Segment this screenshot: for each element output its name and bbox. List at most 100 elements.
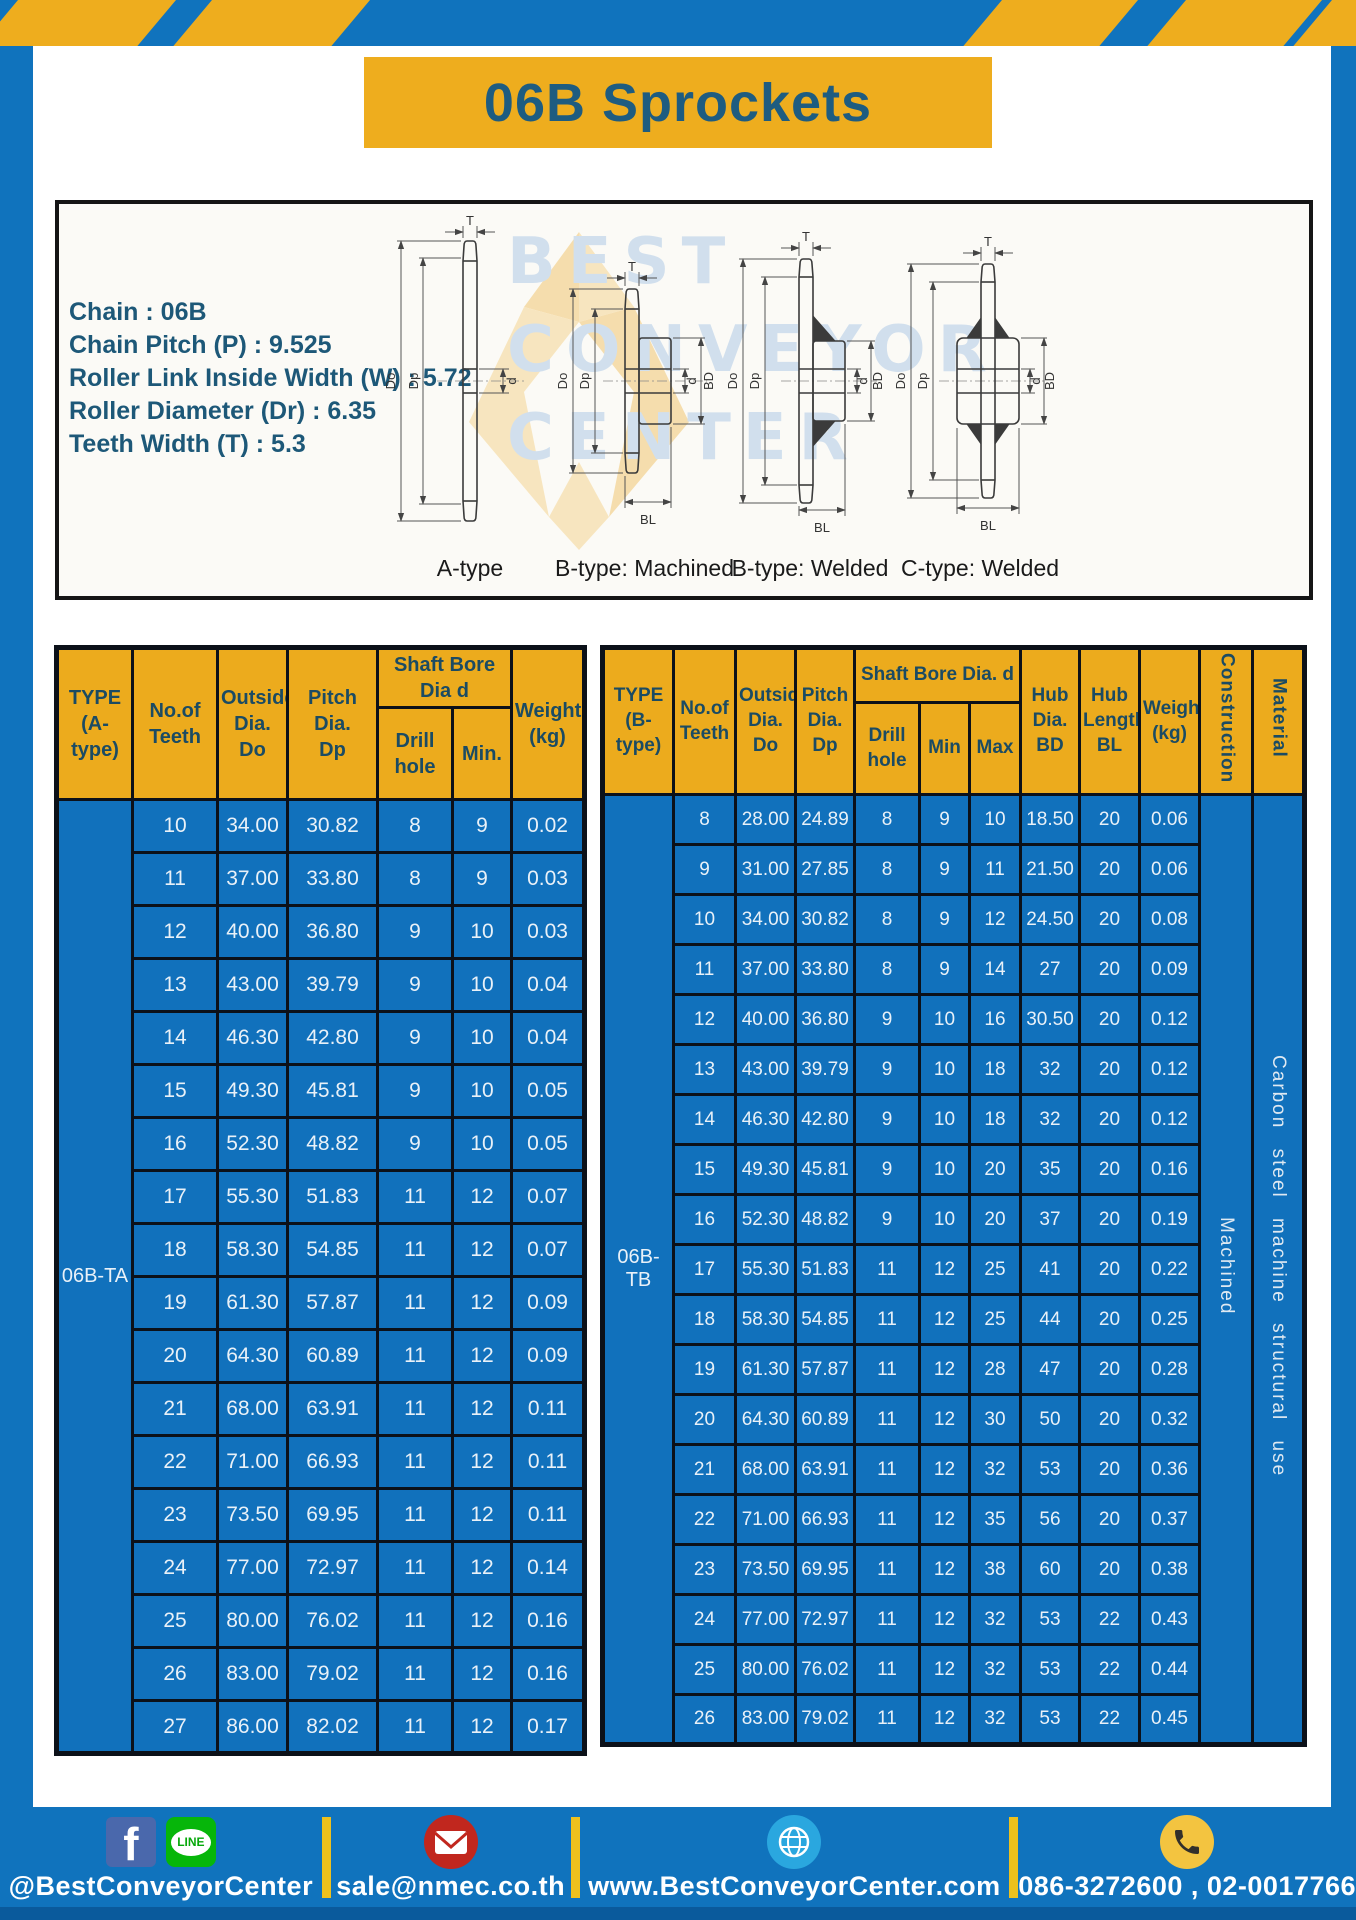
table-row: 26 83.00 79.02 11 12 0.16	[57, 1646, 587, 1702]
data-cell: 0.03	[510, 851, 587, 907]
data-cell: 0.14	[510, 1540, 587, 1596]
material-value-cell: Carbon steel machine structural use	[1251, 793, 1306, 1746]
data-cell: 8	[376, 851, 454, 907]
email-address: sale@nmec.co.th	[336, 1871, 566, 1901]
data-cell: 34.00	[734, 893, 797, 946]
spec-line: Chain Pitch (P) : 9.525	[69, 331, 332, 359]
facebook-icon[interactable]: f	[105, 1817, 156, 1867]
data-cell: 66.93	[286, 1434, 379, 1490]
data-cell: 20	[672, 1393, 737, 1446]
data-cell: 8	[672, 793, 737, 846]
data-cell: 0.09	[1138, 943, 1201, 996]
data-cell: 8	[376, 798, 454, 854]
data-cell: 21	[131, 1381, 219, 1437]
data-cell: 50	[1019, 1393, 1081, 1446]
header-teeth: No.of Teeth	[672, 646, 737, 796]
data-cell: 16	[672, 1193, 737, 1246]
footer-social-link[interactable]: f LINE @BestConveyorCenter	[0, 1807, 322, 1920]
email-icon[interactable]	[423, 1815, 478, 1869]
type-label-cell: 06B-TB	[601, 793, 675, 1746]
footer-email-link[interactable]: sale@nmec.co.th	[331, 1807, 571, 1920]
footer-website-link[interactable]: www.BestConveyorCenter.com	[580, 1807, 1010, 1920]
diagram-caption: B-type: Welded	[731, 555, 889, 581]
header-shaft-bore: Shaft Bore Dia. d	[853, 646, 1022, 704]
spec-line: Chain : 06B	[69, 298, 207, 326]
data-cell: 20	[1078, 843, 1141, 896]
data-cell: 47	[1019, 1343, 1081, 1396]
data-cell: 20	[1078, 1393, 1141, 1446]
dim-label-bl: BL	[814, 520, 830, 535]
data-cell: 0.09	[510, 1275, 587, 1331]
stripe-decoration	[173, 0, 370, 46]
data-cell: 14	[968, 943, 1022, 996]
phone-icon[interactable]	[1160, 1815, 1215, 1869]
data-cell: 72.97	[286, 1540, 379, 1596]
globe-icon[interactable]	[767, 1815, 822, 1869]
data-cell: 17	[131, 1169, 219, 1225]
stripe-decoration	[963, 0, 1138, 46]
construction-value-cell: Machined	[1198, 793, 1254, 1746]
data-cell: 13	[672, 1043, 737, 1096]
data-cell: 73.50	[216, 1487, 289, 1543]
data-cell: 33.80	[286, 851, 379, 907]
data-cell: 10	[131, 798, 219, 854]
header-min: Min.	[450, 706, 514, 801]
data-cell: 0.37	[1138, 1493, 1201, 1546]
table-row: 14 46.30 42.80 9 10 18 32 20 0.12	[603, 1093, 1305, 1146]
data-cell: 63.91	[794, 1443, 856, 1496]
header-type: TYPE (A-type)	[55, 646, 134, 801]
table-row: 19 61.30 57.87 11 12 0.09	[57, 1275, 587, 1331]
data-cell: 63.91	[286, 1381, 379, 1437]
data-cell: 54.85	[286, 1222, 379, 1278]
dim-label-do: Do	[555, 373, 570, 390]
data-cell: 39.79	[794, 1043, 856, 1096]
footer-phone-link[interactable]: 086-3272600 , 02-0017766	[1018, 1807, 1356, 1920]
data-cell: 52.30	[734, 1193, 797, 1246]
footer-bottom-strip	[0, 1907, 1356, 1920]
header-shaft-bore: Shaft Bore Dia d	[375, 646, 514, 709]
dim-label-t: T	[984, 234, 992, 249]
data-cell: 20	[1078, 1193, 1141, 1246]
data-cell: 0.16	[510, 1593, 587, 1649]
data-cell: 20	[1078, 1243, 1141, 1296]
data-cell: 60.89	[286, 1328, 379, 1384]
data-cell: 45.81	[794, 1143, 856, 1196]
data-cell: 64.30	[216, 1328, 289, 1384]
data-cell: 45.81	[286, 1063, 379, 1119]
data-cell: 38	[968, 1543, 1022, 1596]
data-cell: 51.83	[286, 1169, 379, 1225]
data-cell: 30.82	[794, 893, 856, 946]
dim-label-d: d	[684, 377, 699, 384]
page-border-left	[0, 46, 33, 1807]
data-cell: 46.30	[734, 1093, 797, 1146]
data-cell: 26	[131, 1646, 219, 1702]
dim-label-bl: BL	[640, 512, 656, 527]
data-cell: 9	[853, 1193, 921, 1246]
data-cell: 36.80	[794, 993, 856, 1046]
data-cell: 69.95	[794, 1543, 856, 1596]
header-hub-length: Hub Length BL	[1078, 646, 1141, 796]
data-cell: 8	[853, 793, 921, 846]
data-cell: 37	[1019, 1193, 1081, 1246]
dim-label-bd: BD	[701, 372, 716, 390]
line-icon[interactable]: LINE	[165, 1817, 216, 1867]
data-cell: 10	[968, 793, 1022, 846]
data-cell: 18	[131, 1222, 219, 1278]
data-cell: 8	[853, 943, 921, 996]
dim-label-bd: BD	[1042, 372, 1057, 390]
data-cell: 9	[376, 1116, 454, 1172]
data-cell: 20	[1078, 1093, 1141, 1146]
data-cell: 16	[131, 1116, 219, 1172]
page-title: 06B Sprockets	[483, 72, 873, 133]
data-cell: 17	[672, 1243, 737, 1296]
data-cell: 0.07	[510, 1169, 587, 1225]
diagram-caption: A-type	[436, 555, 504, 581]
data-cell: 10	[450, 957, 514, 1013]
data-cell: 24.89	[794, 793, 856, 846]
data-cell: 42.80	[286, 1010, 379, 1066]
data-cell: 0.11	[510, 1487, 587, 1543]
data-cell: 32	[1019, 1043, 1081, 1096]
data-cell: 10	[672, 893, 737, 946]
table-row: 24 77.00 72.97 11 12 32 53 22 0.43	[603, 1593, 1305, 1646]
data-cell: 18	[968, 1093, 1022, 1146]
